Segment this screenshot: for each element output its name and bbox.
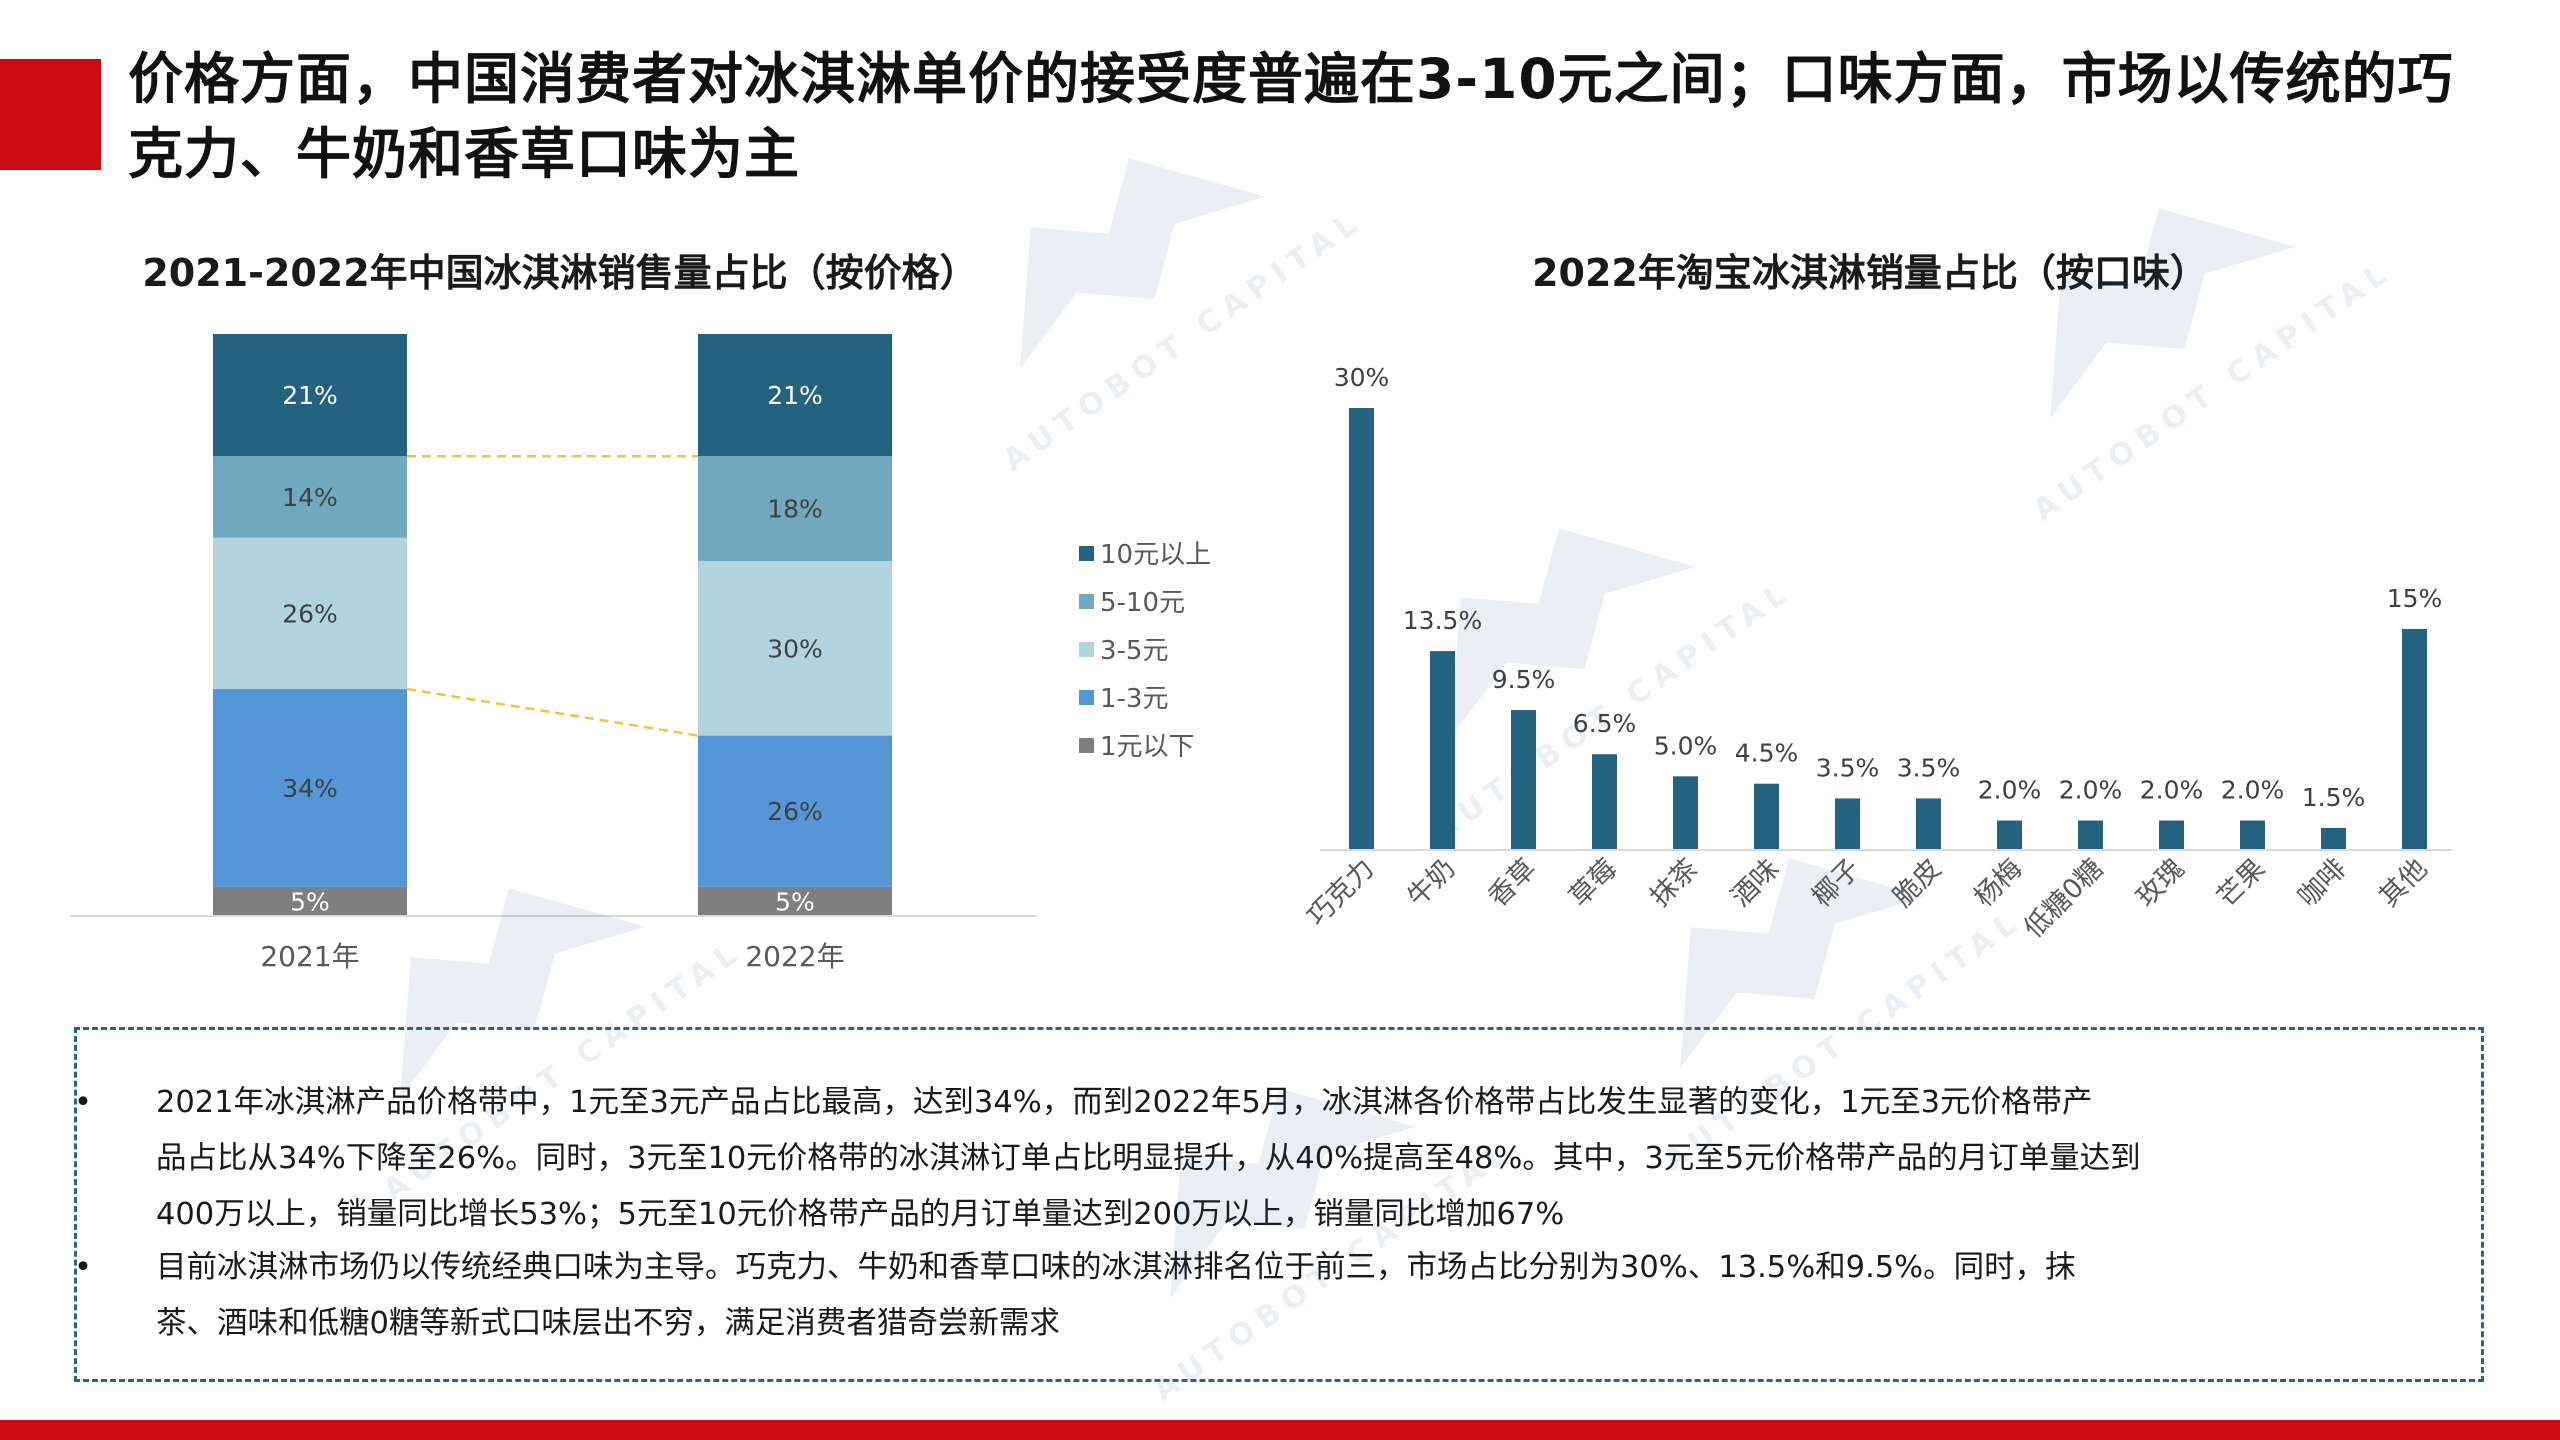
flavor-category-label: 咖啡 bbox=[2292, 853, 2352, 913]
flavor-data-label: 6.5% bbox=[1573, 709, 1637, 738]
title-accent-bar bbox=[0, 59, 101, 170]
flavor-bar bbox=[1430, 651, 1455, 850]
footer-accent-bar bbox=[0, 1420, 2560, 1440]
flavor-chart-title: 2022年淘宝冰淇淋销量占比（按口味） bbox=[1532, 251, 2208, 295]
flavor-data-label: 13.5% bbox=[1403, 606, 1482, 635]
price-data-label: 5% bbox=[775, 887, 815, 916]
note-line: 品占比从34%下降至26%。同时，3元至10元价格带的冰淇淋订单占比明显提升，从… bbox=[156, 1141, 2141, 1176]
flavor-category-label: 抹茶 bbox=[1644, 853, 1704, 913]
legend-swatch bbox=[1079, 594, 1094, 609]
price-bar-segment bbox=[698, 560, 892, 736]
flavor-bar bbox=[1835, 798, 1860, 850]
flavor-bar bbox=[2159, 820, 2184, 850]
price-chart-title: 2021-2022年中国冰淇淋销售量占比（按价格） bbox=[142, 251, 978, 295]
price-bar-segment bbox=[213, 334, 407, 457]
bullet-icon: • bbox=[74, 1085, 92, 1120]
price-data-label: 21% bbox=[767, 381, 823, 410]
flavor-category-label: 脆皮 bbox=[1887, 853, 1947, 913]
price-connector-line bbox=[406, 687, 699, 737]
legend-label: 5-10元 bbox=[1100, 588, 1185, 618]
note-item: • 目前冰淇淋市场仍以传统经典口味为主导。巧克力、牛奶和香草口味的冰淇淋排名位于前… bbox=[74, 1240, 2470, 1352]
flavor-category-label: 香草 bbox=[1482, 853, 1542, 913]
notes-box bbox=[74, 1027, 2484, 1382]
flavor-data-label: 30% bbox=[1334, 363, 1390, 392]
flavor-category-label: 其他 bbox=[2373, 853, 2433, 913]
legend-swatch bbox=[1079, 690, 1094, 705]
price-bar-segment bbox=[213, 537, 407, 690]
flavor-data-label: 3.5% bbox=[1897, 753, 1961, 782]
note-line: 茶、酒味和低糖0糖等新式口味层出不穷，满足消费者猎奇尝新需求 bbox=[156, 1306, 1060, 1341]
flavor-bar bbox=[1592, 754, 1617, 850]
note-line: 400万以上，销量同比增长53%；5元至10元价格带产品的月订单量达到200万以… bbox=[156, 1197, 1565, 1232]
price-category-label: 2022年 bbox=[745, 940, 844, 973]
flavor-category-label: 牛奶 bbox=[1401, 853, 1461, 913]
price-data-label: 30% bbox=[767, 634, 823, 663]
price-data-label: 21% bbox=[282, 381, 338, 410]
flavor-bar bbox=[1349, 408, 1374, 850]
price-bar-segment bbox=[213, 886, 407, 916]
price-bar-segment bbox=[698, 456, 892, 561]
legend-label: 10元以上 bbox=[1100, 540, 1211, 570]
flavor-category-label: 草莓 bbox=[1563, 853, 1623, 913]
flavor-bar bbox=[2402, 629, 2427, 850]
legend-label: 1元以下 bbox=[1100, 732, 1195, 762]
price-data-label: 26% bbox=[282, 599, 338, 628]
flavor-data-label: 2.0% bbox=[1978, 776, 2042, 805]
flavor-bar bbox=[1511, 710, 1536, 850]
legend-label: 1-3元 bbox=[1100, 684, 1168, 714]
price-data-label: 18% bbox=[767, 495, 823, 524]
flavor-bar bbox=[2321, 827, 2346, 850]
flavor-data-label: 9.5% bbox=[1492, 665, 1556, 694]
flavor-bar bbox=[2078, 820, 2103, 850]
flavor-data-label: 2.0% bbox=[2059, 776, 2123, 805]
flavor-category-label: 椰子 bbox=[1806, 853, 1866, 913]
flavor-category-label: 玫瑰 bbox=[2130, 853, 2190, 913]
price-data-label: 14% bbox=[282, 483, 338, 512]
price-data-label: 26% bbox=[767, 797, 823, 826]
flavor-bar bbox=[1997, 820, 2022, 850]
note-line: 2021年冰淇淋产品价格带中，1元至3元产品占比最高，达到34%，而到2022年… bbox=[156, 1085, 2093, 1120]
page-title: 价格方面，中国消费者对冰淇淋单价的接受度普遍在3-10元之间；口味方面，市场以传… bbox=[128, 47, 2454, 186]
price-category-label: 2021年 bbox=[260, 940, 359, 973]
note-line: 目前冰淇淋市场仍以传统经典口味为主导。巧克力、牛奶和香草口味的冰淇淋排名位于前三… bbox=[156, 1250, 2076, 1285]
flavor-bar bbox=[1916, 798, 1941, 850]
legend-label: 3-5元 bbox=[1100, 636, 1168, 666]
flavor-category-label: 芒果 bbox=[2211, 853, 2271, 913]
legend-swatch bbox=[1079, 738, 1094, 753]
legend-swatch bbox=[1079, 642, 1094, 657]
flavor-data-label: 15% bbox=[2387, 584, 2443, 613]
price-bar-segment bbox=[213, 689, 407, 887]
price-data-label: 34% bbox=[282, 774, 338, 803]
flavor-data-label: 4.5% bbox=[1735, 739, 1799, 768]
flavor-category-label: 巧克力 bbox=[1301, 853, 1380, 932]
price-bar-segment bbox=[698, 334, 892, 457]
flavor-bar bbox=[1754, 783, 1779, 850]
price-bar-segment bbox=[213, 456, 407, 538]
flavor-bar bbox=[1673, 776, 1698, 850]
flavor-data-label: 2.0% bbox=[2221, 776, 2285, 805]
price-data-label: 5% bbox=[290, 887, 330, 916]
flavor-data-label: 3.5% bbox=[1816, 753, 1880, 782]
flavor-category-label: 杨梅 bbox=[1968, 853, 2028, 913]
flavor-bar bbox=[2240, 820, 2265, 850]
price-bar-segment bbox=[698, 735, 892, 887]
note-item: • 2021年冰淇淋产品价格带中，1元至3元产品占比最高，达到34%，而到2022… bbox=[74, 1075, 2470, 1243]
flavor-data-label: 5.0% bbox=[1654, 731, 1718, 760]
price-bar-segment bbox=[698, 886, 892, 916]
bullet-icon: • bbox=[74, 1250, 92, 1285]
flavor-data-label: 1.5% bbox=[2302, 783, 2366, 812]
flavor-category-label: 低糖0糖 bbox=[2018, 853, 2109, 944]
flavor-category-label: 酒味 bbox=[1725, 853, 1785, 913]
flavor-data-label: 2.0% bbox=[2140, 776, 2204, 805]
legend-swatch bbox=[1079, 546, 1094, 561]
